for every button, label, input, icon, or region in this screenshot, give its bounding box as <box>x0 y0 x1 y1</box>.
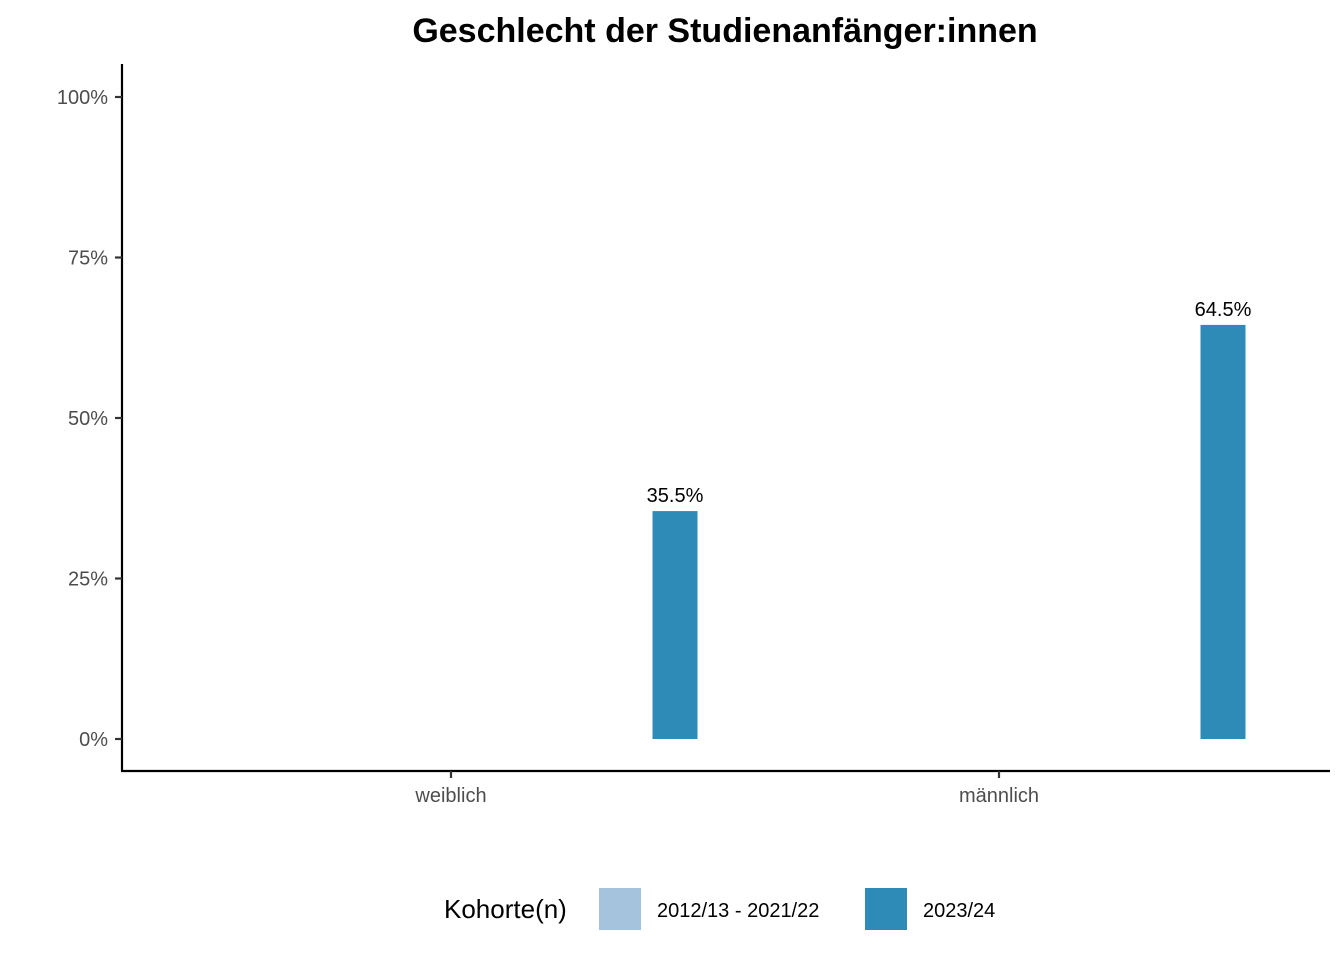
bar <box>1200 324 1246 739</box>
y-tick-label: 50% <box>68 408 108 430</box>
y-tick-label: 25% <box>68 569 108 591</box>
x-tick-label: weiblich <box>414 785 486 807</box>
legend-swatch-2012-2022 <box>599 888 641 930</box>
y-tick-label: 0% <box>79 729 108 751</box>
bar <box>652 511 698 739</box>
data-label: 64.5% <box>1195 299 1252 321</box>
legend-title: Kohorte(n) <box>444 894 567 924</box>
legend-label-2023-24: 2023/24 <box>923 900 995 922</box>
chart-title: Geschlecht der Studienanfänger:innen <box>412 12 1037 50</box>
x-tick-label: männlich <box>959 785 1039 807</box>
y-tick-label: 100% <box>57 87 108 109</box>
y-tick-label: 75% <box>68 248 108 270</box>
legend: Kohorte(n) 2012/13 - 2021/22 2023/24 <box>444 888 995 930</box>
legend-swatch-2023-24 <box>865 888 907 930</box>
plot-area: 35.5% 64.5% <box>647 299 1252 739</box>
legend-label-2012-2022: 2012/13 - 2021/22 <box>657 900 819 922</box>
data-label: 35.5% <box>647 485 704 507</box>
